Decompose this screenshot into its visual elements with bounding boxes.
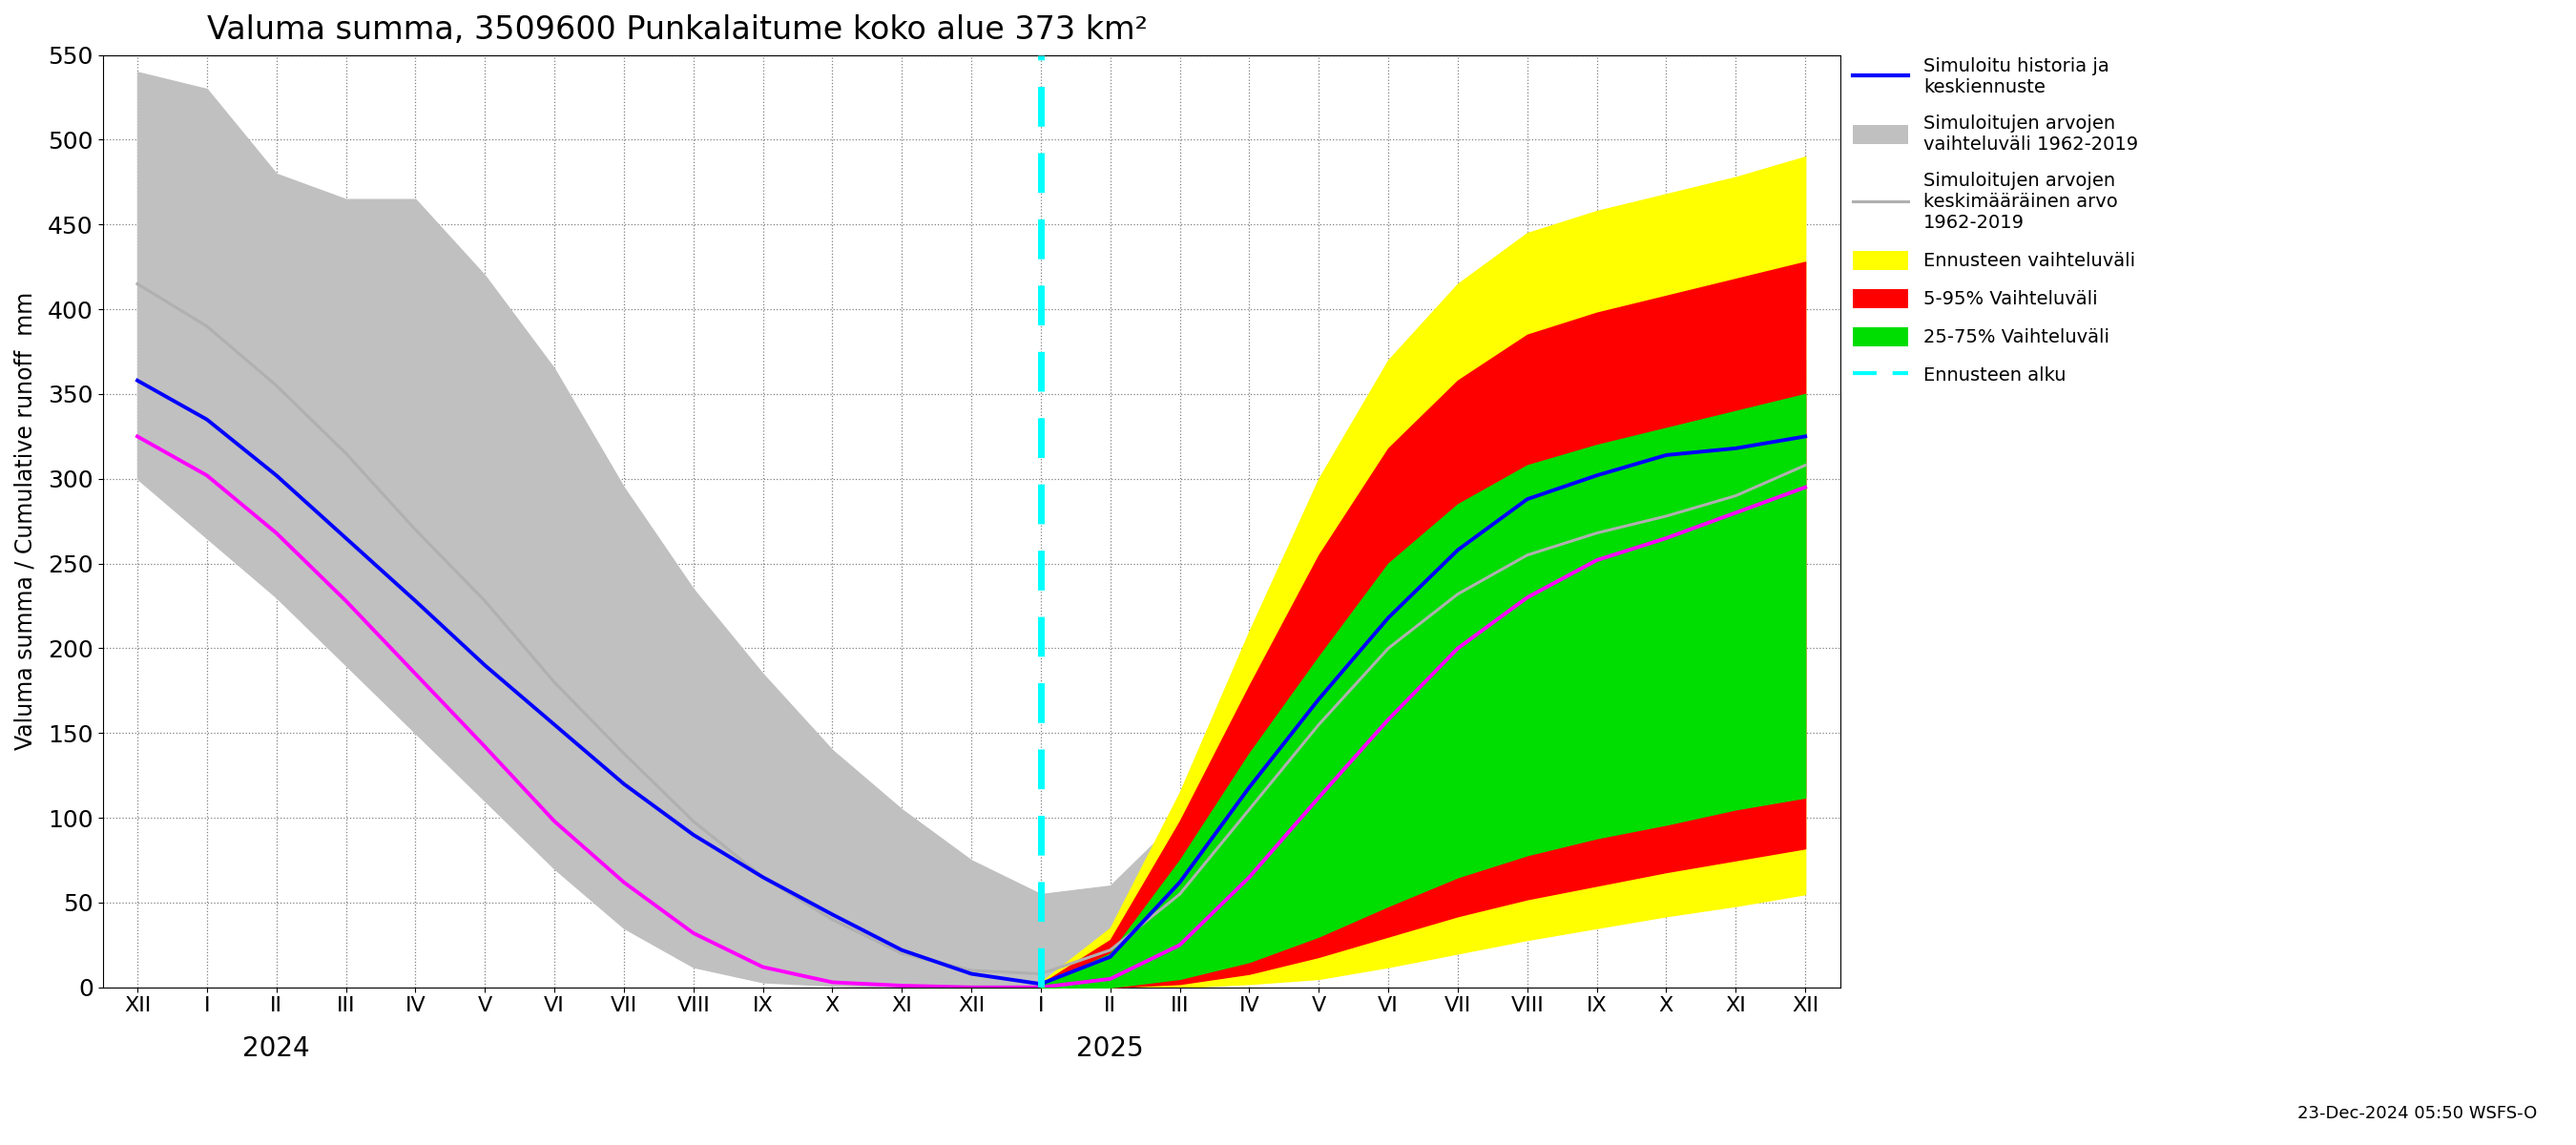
Text: Valuma summa, 3509600 Punkalaitume koko alue 373 km²: Valuma summa, 3509600 Punkalaitume koko … [206,14,1146,46]
Text: 23-Dec-2024 05:50 WSFS-O: 23-Dec-2024 05:50 WSFS-O [2298,1105,2537,1122]
Y-axis label: Valuma summa / Cumulative runoff  mm: Valuma summa / Cumulative runoff mm [15,292,36,750]
Text: 2024: 2024 [242,1035,309,1063]
Legend: Simuloitu historia ja
keskiennuste, Simuloitujen arvojen
vaihteluväli 1962-2019,: Simuloitu historia ja keskiennuste, Simu… [1842,46,2148,396]
Text: 2025: 2025 [1077,1035,1144,1063]
